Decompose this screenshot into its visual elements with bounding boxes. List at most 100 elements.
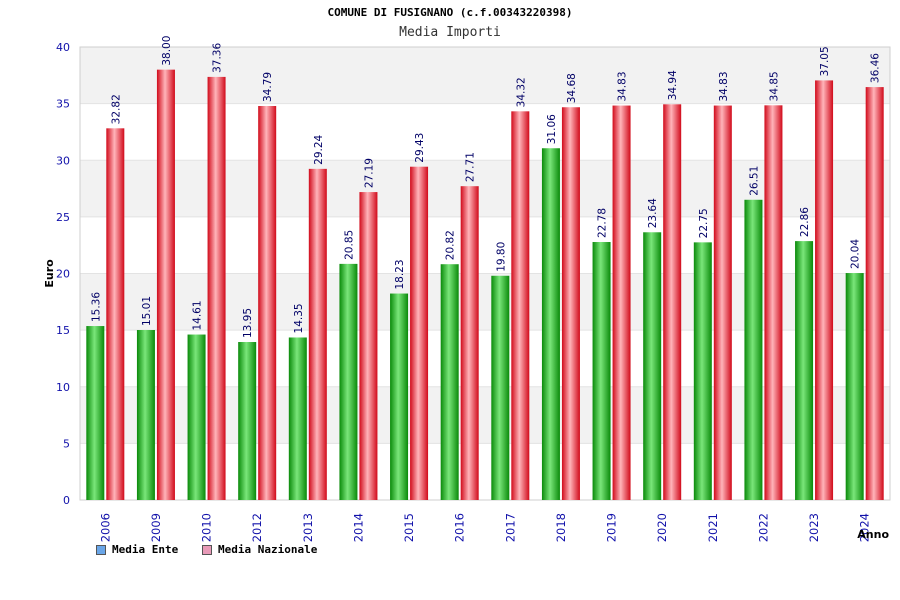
bar-label-nazionale: 34.85 [768,71,780,101]
bar-label-nazionale: 38.00 [161,36,173,66]
bar-ente [238,342,257,500]
chart-subtitle: Media Importi [399,25,501,40]
x-tick-label: 2024 [858,513,872,542]
bar-label-ente: 22.78 [597,208,609,238]
bar-nazionale [561,107,580,501]
bar-ente [491,275,510,500]
legend-label-nazionale: Media Nazionale [218,543,318,556]
bar-nazionale [713,105,732,501]
x-tick-label: 2018 [554,513,568,542]
x-tick-label: 2019 [605,513,619,542]
legend-label-ente: Media Ente [112,543,179,556]
x-tick-label: 2021 [706,513,720,542]
bar-label-nazionale: 34.83 [617,71,629,101]
legend-swatch-nazionale [202,544,212,555]
bar-label-ente: 22.86 [799,207,811,237]
bar-nazionale [308,168,327,500]
y-axis-label: Euro [43,259,56,288]
bar-label-nazionale: 27.19 [363,158,375,188]
bar-label-nazionale: 37.36 [212,43,224,73]
x-tick-label: 2014 [351,513,365,542]
x-tick-label: 2012 [250,513,264,542]
bar-label-nazionale: 34.32 [515,77,527,107]
x-tick-label: 2009 [149,513,163,542]
bar-nazionale [207,76,226,500]
bar-ente [136,330,155,500]
bar-label-ente: 20.04 [850,239,862,269]
x-tick-label: 2022 [756,513,770,542]
x-tick-label: 2016 [453,513,467,542]
x-tick-label: 2006 [98,513,112,542]
bar-ente [187,334,206,500]
x-tick-label: 2013 [301,513,315,542]
bar-nazionale [663,104,682,500]
bar-label-ente: 18.23 [394,259,406,289]
bar-nazionale [460,186,479,500]
bar-nazionale [815,80,834,500]
x-axis-label: Anno [857,528,889,541]
bar-label-nazionale: 29.24 [313,134,325,164]
y-tick-label: 35 [56,98,70,111]
bar-label-nazionale: 27.71 [465,152,477,182]
bar-label-ente: 19.80 [495,242,507,272]
bar-ente [390,293,409,500]
bar-nazionale [865,87,884,500]
y-tick-label: 20 [56,268,70,281]
bar-ente [288,337,307,500]
legend-item-media-ente: Media Ente [96,543,178,556]
bar-label-ente: 26.51 [748,166,760,196]
bar-ente [86,326,105,500]
bar-nazionale [511,111,530,501]
bar-label-nazionale: 34.94 [667,70,679,100]
bar-nazionale [612,105,631,501]
x-tick-label: 2015 [402,513,416,542]
bar-label-ente: 20.82 [445,230,457,260]
bar-ente [845,273,864,500]
bar-label-ente: 31.06 [546,114,558,144]
bar-label-nazionale: 37.05 [819,46,831,76]
bar-ente [592,242,611,501]
bar-ente [795,241,814,500]
bar-nazionale [764,105,783,500]
bar-nazionale [106,128,125,500]
bar-nazionale [156,69,175,501]
x-tick-label: 2023 [807,513,821,542]
bar-ente [440,264,459,500]
bar-nazionale [258,106,277,501]
y-tick-label: 40 [56,41,70,54]
y-tick-label: 30 [56,154,70,167]
bar-ente [541,148,560,501]
bar-label-ente: 14.35 [293,303,305,333]
x-tick-label: 2010 [200,513,214,542]
y-tick-label: 15 [56,324,70,337]
legend-swatch-ente [96,544,106,555]
bar-label-ente: 23.64 [647,198,659,228]
x-tick-label: 2020 [655,513,669,542]
bar-label-nazionale: 32.82 [110,94,122,124]
y-tick-label: 0 [63,494,70,507]
bar-label-ente: 15.36 [90,292,102,322]
bar-ente [744,199,763,501]
bar-label-ente: 22.75 [698,208,710,238]
bar-label-nazionale: 34.83 [718,71,730,101]
bar-label-nazionale: 36.46 [870,53,882,83]
bar-label-nazionale: 34.79 [262,72,274,102]
bar-label-nazionale: 29.43 [414,133,426,163]
y-tick-label: 5 [63,437,70,450]
bar-nazionale [359,192,378,501]
legend-item-media-nazionale: Media Nazionale [202,543,317,556]
bar-label-ente: 20.85 [343,230,355,260]
y-tick-label: 10 [56,381,70,394]
bar-nazionale [410,166,429,500]
bar-label-ente: 13.95 [242,308,254,338]
bar-label-nazionale: 34.68 [566,73,578,103]
bar-ente [693,242,712,500]
y-tick-label: 25 [56,211,70,224]
x-tick-label: 2017 [503,513,517,542]
bar-ente [643,232,662,501]
bar-label-ente: 15.01 [141,296,153,326]
plot-frame [79,46,891,501]
bar-label-ente: 14.61 [192,300,204,330]
